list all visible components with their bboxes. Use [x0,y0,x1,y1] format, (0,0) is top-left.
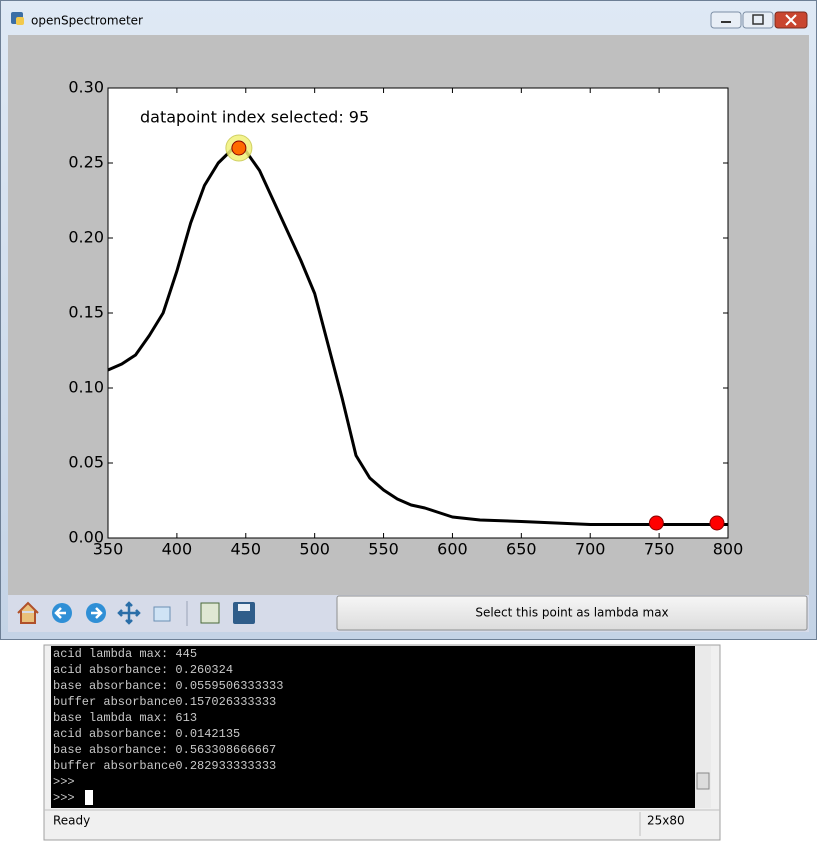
scroll-thumb[interactable] [696,772,710,790]
x-tick-label: 750 [644,540,675,559]
toolbar-icons [17,601,255,626]
console-line: base absorbance: 0.0559506333333 [53,679,283,693]
console-size: 25x80 [647,814,685,828]
console-line: acid absorbance: 0.0142135 [53,727,240,741]
console-lines: acid lambda max: 445 acid absorbance: 0.2… [53,647,283,805]
app-icon-part [16,17,24,25]
maximize-button[interactable] [742,11,774,29]
plot-area [107,87,729,539]
y-tick-label: 0.00 [68,528,104,547]
x-tick-label: 650 [506,540,537,559]
marker [709,515,725,531]
home-button[interactable] [17,601,39,624]
lambda-button[interactable] [336,595,808,631]
x-tick-label: 600 [437,540,468,559]
zoom-button[interactable] [153,606,171,622]
status-text: Ready [53,814,90,828]
console-line: acid lambda max: 445 [53,647,197,661]
back-glyph [54,607,66,619]
y-tick-label: 0.20 [68,228,104,247]
x-tick-label: 550 [368,540,399,559]
console-line: >>> [53,791,75,805]
forward-glyph [91,607,103,619]
spectrum-line [107,146,728,526]
window-title: openSpectrometer [31,14,143,28]
annotation: datapoint index selected: 95 [140,108,369,127]
close-glyph [785,14,797,26]
minimize-glyph [721,21,731,23]
console-output [51,646,695,808]
console-line: acid absorbance: 0.260324 [53,663,233,677]
maximize-glyph [752,14,764,25]
console-line: buffer absorbance0.157026333333 [53,695,276,709]
x-tick-label: 350 [93,540,124,559]
minimize-button[interactable] [710,11,742,29]
console-line: base lambda max: 613 [53,711,197,725]
console-line: >>> [53,775,75,789]
x-tick-label: 450 [231,540,262,559]
y-tick-label: 0.05 [68,453,104,472]
y-tick-label: 0.25 [68,153,104,172]
subplots-button[interactable] [200,602,220,624]
y-tick-label: 0.30 [68,78,104,97]
x-tick-label: 400 [162,540,193,559]
console-line: base absorbance: 0.563308666667 [53,743,276,757]
console-line: buffer absorbance0.282933333333 [53,759,276,773]
chart: 350 400 450 500 550 600 650 700 750 800 0.00 0.05 0.… [68,78,743,559]
y-tick-label: 0.10 [68,378,104,397]
console-cursor [85,790,93,805]
marker [648,515,664,531]
x-tick-label: 700 [575,540,606,559]
console-scrollbar[interactable] [695,646,711,808]
lambda-button-label: Select this point as lambda max [475,606,668,620]
pan-button[interactable] [117,601,141,625]
marker [231,140,247,156]
y-tick-label: 0.15 [68,303,104,322]
save-glyph [238,604,250,611]
x-tick-label: 500 [299,540,330,559]
x-tick-label: 800 [713,540,744,559]
